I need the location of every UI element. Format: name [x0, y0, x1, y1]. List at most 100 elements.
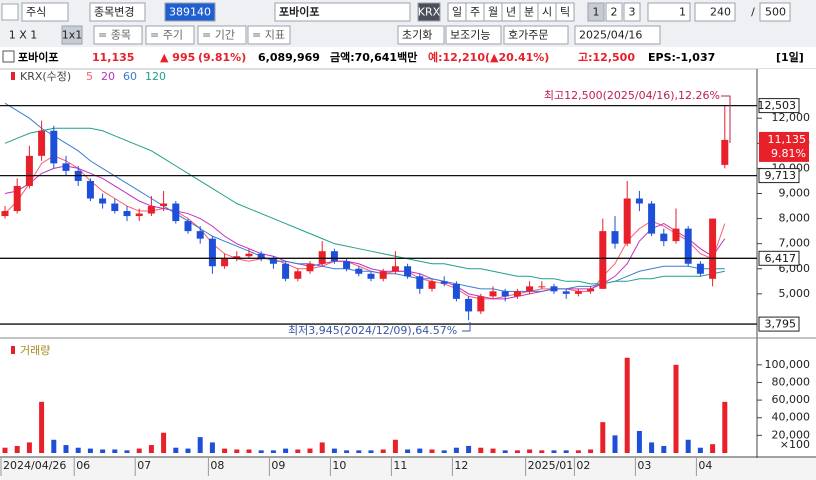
candle-body	[282, 263, 290, 279]
toolbar-label[interactable]: 분	[524, 6, 534, 19]
toolbar-label[interactable]: 틱	[560, 6, 570, 19]
volume-bar	[283, 448, 289, 453]
toolbar-label[interactable]: 종목변경	[94, 6, 134, 19]
volume-bar	[514, 450, 520, 453]
toolbar-button[interactable]	[503, 25, 569, 45]
max-annotation: 최고12,500(2025/04/16),12.26%	[544, 89, 720, 102]
toolbar-label[interactable]: 보조기능	[450, 29, 490, 42]
volume-bar	[51, 439, 57, 453]
toolbar-label[interactable]: 1	[593, 6, 600, 19]
toolbar-label[interactable]: 2025/04/16	[579, 29, 642, 42]
level-box	[758, 168, 800, 184]
toolbar-label[interactable]: = 지표	[252, 29, 285, 42]
candle-body	[684, 228, 692, 264]
quote-expected: 예:12,210(▲20.41%)	[428, 50, 549, 64]
toolbar-label[interactable]: /	[751, 6, 755, 19]
candle-body	[294, 271, 302, 279]
quote-amount: 금액:70,641백만	[330, 50, 417, 64]
toolbar-button[interactable]	[587, 2, 605, 22]
y-tick-label: 60,000	[772, 393, 811, 406]
toolbar-button[interactable]	[647, 2, 691, 22]
volume-bar	[539, 450, 545, 453]
toolbar-label[interactable]: = 기간	[202, 29, 235, 42]
toolbar-label[interactable]: 년	[506, 6, 516, 19]
toolbar-label[interactable]: = 주기	[150, 29, 183, 42]
candle-body	[38, 130, 46, 156]
y-tick-label: 12,000	[772, 111, 811, 124]
candle-body	[696, 263, 704, 274]
candle-body	[123, 211, 131, 217]
toolbar-button[interactable]	[197, 25, 247, 45]
volume-bar	[258, 450, 264, 453]
price-tag-label: 11,135	[768, 133, 807, 146]
toolbar-label[interactable]: = 종목	[98, 29, 131, 42]
toolbar-label[interactable]: 시	[542, 6, 552, 19]
volume-bar	[405, 449, 411, 453]
candle-body	[160, 203, 168, 207]
y-tick-label: 5,000	[779, 287, 811, 300]
toolbar-button[interactable]	[164, 2, 216, 22]
toolbar-button[interactable]	[574, 25, 661, 45]
toolbar-button[interactable]	[694, 2, 736, 22]
toolbar-label[interactable]: 주식	[26, 6, 46, 19]
toolbar-label[interactable]: 포바이포	[279, 5, 319, 19]
x-tick-label: 12	[454, 459, 468, 472]
toolbar-button[interactable]	[145, 25, 195, 45]
y-tick-label: 9,000	[779, 186, 811, 199]
toolbar-label[interactable]: 500	[765, 6, 786, 19]
volume-bar	[14, 445, 20, 453]
toolbar-label[interactable]: 3	[629, 6, 636, 19]
checkbox[interactable]	[2, 50, 15, 63]
toolbar-button[interactable]	[417, 2, 441, 22]
toolbar-button[interactable]	[555, 2, 575, 22]
toolbar-label[interactable]: 389140	[169, 6, 211, 19]
volume-bar	[600, 422, 606, 453]
legend-title: KRX(수정)	[20, 70, 71, 83]
toolbar-button[interactable]	[445, 25, 502, 45]
quote-bg	[0, 47, 816, 69]
volume-bar	[148, 445, 154, 453]
y-tick-label: 7,000	[779, 237, 811, 250]
candle-body	[184, 221, 192, 232]
toolbar-button[interactable]	[397, 25, 445, 45]
toolbar-label[interactable]: 1	[679, 6, 686, 19]
toolbar-button[interactable]	[21, 2, 69, 22]
toolbar-label[interactable]: 1x1	[62, 29, 83, 42]
legend-entry: 20	[101, 70, 115, 83]
toolbar-label[interactable]: 호가주문	[508, 29, 548, 42]
y-tick-label: 8,000	[779, 212, 811, 225]
legend-entry: 5	[86, 70, 93, 83]
volume-bar	[527, 449, 533, 453]
menu-icon[interactable]	[1, 3, 19, 21]
candle-body	[440, 281, 448, 284]
toolbar-button[interactable]	[623, 2, 641, 22]
level-box	[758, 98, 800, 114]
toolbar-label[interactable]: 1 X 1	[9, 29, 38, 42]
toolbar-label[interactable]: KRX	[418, 6, 441, 19]
volume-bar	[441, 450, 447, 453]
volume-bar	[551, 450, 557, 453]
volume-bar	[344, 450, 350, 453]
toolbar-button[interactable]	[605, 2, 623, 22]
toolbar-label[interactable]: 월	[488, 6, 498, 19]
toolbar-button[interactable]	[759, 2, 791, 22]
legend-entry: 120	[145, 70, 166, 83]
toolbar-button[interactable]	[89, 2, 146, 22]
toolbar-button[interactable]	[93, 25, 143, 45]
toolbar-button[interactable]	[247, 25, 291, 45]
toolbar-label[interactable]: 240	[710, 6, 731, 19]
toolbar-label[interactable]: 초기화	[402, 29, 432, 42]
toolbar-label[interactable]: 2	[611, 6, 618, 19]
toolbar-button[interactable]	[61, 25, 83, 45]
toolbar-label[interactable]: 일	[452, 5, 462, 19]
volume-bar	[636, 430, 642, 453]
volume-bar	[295, 449, 301, 453]
legend-marker	[11, 346, 15, 354]
toolbar-label[interactable]: 주	[470, 6, 480, 19]
x-tick-label: 2024/04/26	[3, 459, 66, 472]
candle-body	[391, 266, 399, 272]
x-tick-label: 10	[332, 459, 346, 472]
toolbar-button[interactable]	[274, 2, 411, 22]
volume-bar	[356, 450, 362, 453]
